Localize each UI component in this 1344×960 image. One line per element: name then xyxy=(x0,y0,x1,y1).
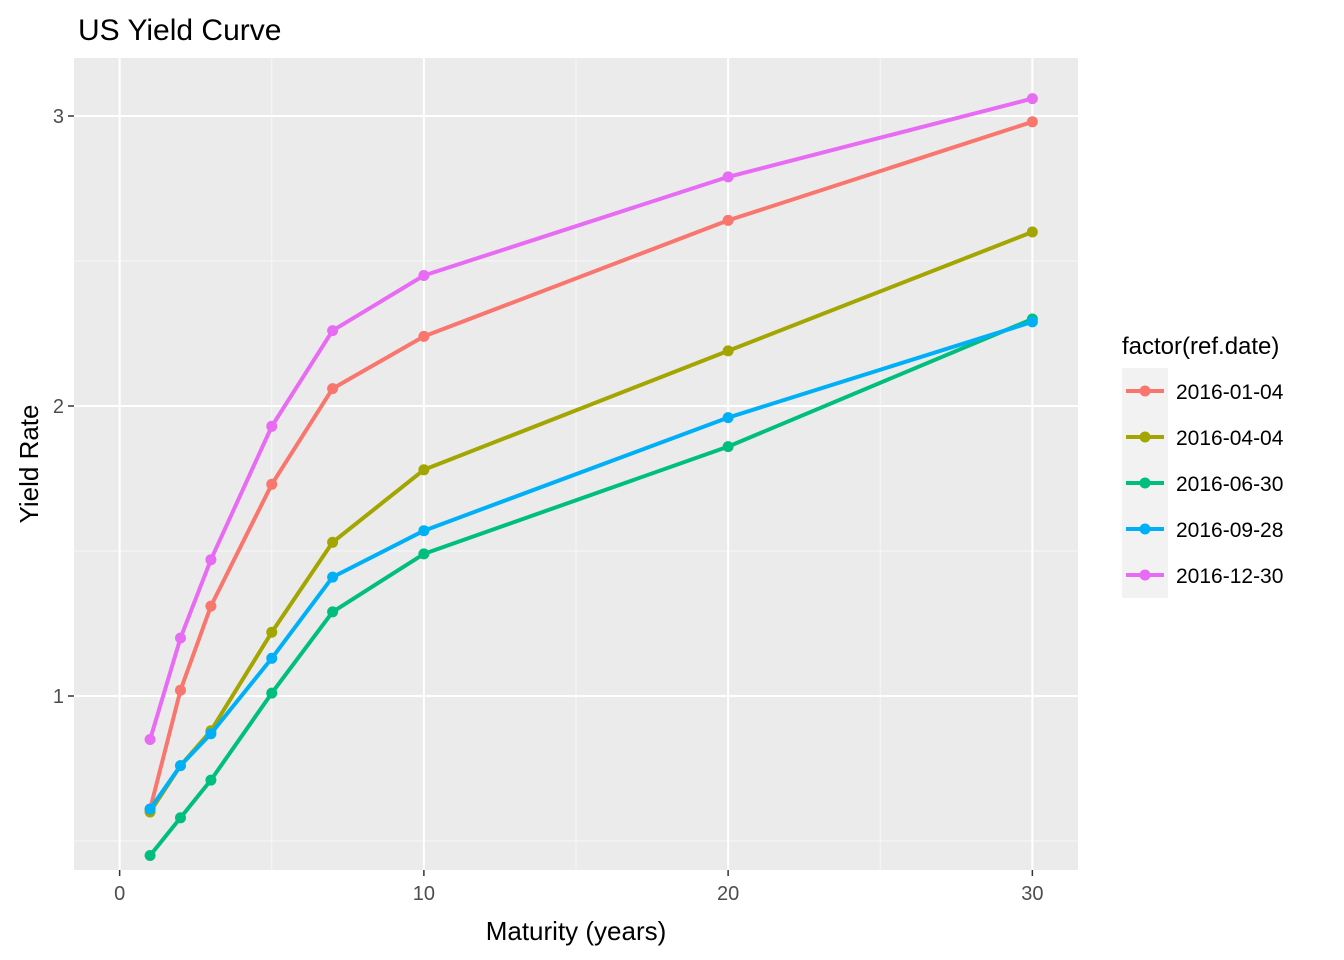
series-2016-09-28 xyxy=(144,316,1038,815)
legend-label: 2016-06-30 xyxy=(1176,473,1283,496)
legend-title: factor(ref.date) xyxy=(1122,333,1279,360)
y-tick-label: 1 xyxy=(53,686,64,708)
series-line xyxy=(148,319,1035,812)
x-tick-label: 20 xyxy=(717,883,739,905)
minor-gridlines xyxy=(74,58,1078,870)
data-point xyxy=(205,728,217,740)
x-tick-label: 0 xyxy=(114,883,125,905)
legend-item: 2016-06-30 xyxy=(1122,460,1283,506)
legend-key-point xyxy=(1139,385,1151,397)
legend-key-point xyxy=(1139,523,1151,535)
data-point xyxy=(722,171,734,183)
data-point xyxy=(722,345,734,357)
series-layer xyxy=(144,93,1038,861)
data-point xyxy=(1026,116,1038,128)
data-point xyxy=(722,412,734,424)
legend-item: 2016-04-04 xyxy=(1122,414,1284,460)
data-point xyxy=(144,734,156,745)
legend-item: 2016-12-30 xyxy=(1122,552,1283,598)
data-point xyxy=(722,214,734,226)
data-point xyxy=(266,626,278,638)
legend-label: 2016-01-04 xyxy=(1176,381,1284,404)
data-point xyxy=(327,606,339,618)
legend: factor(ref.date) 2016-01-042016-04-04201… xyxy=(1122,333,1284,598)
legend-item: 2016-01-04 xyxy=(1122,368,1284,414)
data-point xyxy=(327,383,339,395)
data-point xyxy=(144,850,156,861)
data-point xyxy=(722,441,734,453)
data-point xyxy=(418,548,430,560)
data-point xyxy=(205,774,217,786)
legend-items: 2016-01-04 2016-04-04 2016-06-30 2016-09-28… xyxy=(1122,368,1284,598)
x-tick-label: 30 xyxy=(1021,883,1043,905)
legend-key-point xyxy=(1139,431,1151,443)
chart-title: US Yield Curve xyxy=(78,14,281,47)
data-point xyxy=(266,652,278,664)
legend-label: 2016-04-04 xyxy=(1176,427,1284,450)
x-axis-title: Maturity (years) xyxy=(486,916,667,946)
x-axis: 0 10 20 30 xyxy=(114,870,1043,905)
data-point xyxy=(205,600,217,612)
data-point xyxy=(174,684,186,696)
series-line xyxy=(148,317,1035,858)
data-point xyxy=(418,464,430,476)
y-tick-label: 3 xyxy=(53,106,64,128)
data-point xyxy=(174,812,186,824)
data-point xyxy=(1026,93,1038,105)
legend-key-point xyxy=(1139,569,1151,581)
data-point xyxy=(205,554,217,566)
data-point xyxy=(1026,316,1038,328)
series-line xyxy=(148,119,1035,812)
series-2016-12-30 xyxy=(144,93,1038,745)
data-point xyxy=(174,760,186,772)
legend-label: 2016-09-28 xyxy=(1176,519,1283,542)
data-point xyxy=(144,803,156,815)
data-point xyxy=(266,687,278,699)
x-tick-label: 10 xyxy=(413,883,435,905)
data-point xyxy=(266,420,278,432)
data-point xyxy=(174,632,186,644)
data-point xyxy=(327,325,339,337)
y-axis: 1 2 3 xyxy=(53,106,74,708)
data-point xyxy=(418,525,430,537)
series-line xyxy=(148,96,1035,742)
series-2016-06-30 xyxy=(144,313,1038,861)
data-point xyxy=(418,270,430,281)
data-point xyxy=(418,330,430,342)
y-axis-title: Yield Rate xyxy=(14,405,44,524)
data-point xyxy=(327,536,339,548)
legend-item: 2016-09-28 xyxy=(1122,506,1283,552)
data-point xyxy=(266,478,278,490)
data-point xyxy=(1026,226,1038,238)
legend-label: 2016-12-30 xyxy=(1176,565,1283,588)
data-point xyxy=(327,571,339,583)
legend-key-point xyxy=(1139,477,1151,489)
y-tick-label: 2 xyxy=(53,396,64,418)
